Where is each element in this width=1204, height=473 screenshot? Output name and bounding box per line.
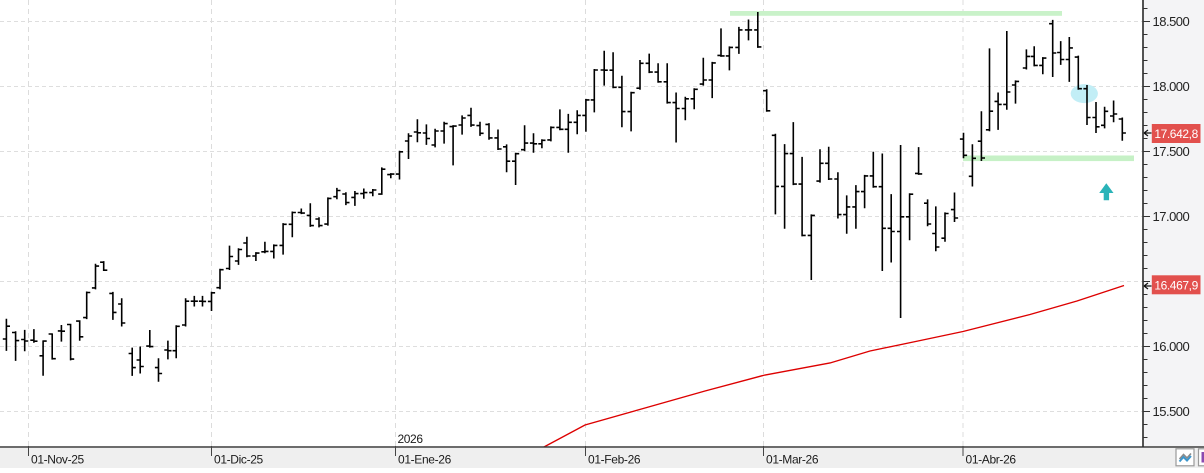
svg-text:16.467,9: 16.467,9 bbox=[1154, 278, 1198, 292]
svg-text:2026: 2026 bbox=[398, 432, 424, 446]
svg-text:01-Nov-25: 01-Nov-25 bbox=[31, 452, 85, 466]
svg-text:16.000: 16.000 bbox=[1153, 339, 1190, 354]
svg-text:18.000: 18.000 bbox=[1153, 79, 1190, 94]
svg-text:18.500: 18.500 bbox=[1153, 14, 1190, 29]
svg-text:01-Mar-26: 01-Mar-26 bbox=[766, 452, 819, 466]
svg-text:01-Abr-26: 01-Abr-26 bbox=[966, 452, 1017, 466]
svg-text:17.500: 17.500 bbox=[1153, 144, 1190, 159]
svg-text:15.500: 15.500 bbox=[1153, 404, 1190, 419]
svg-text:01-Ene-26: 01-Ene-26 bbox=[398, 452, 452, 466]
svg-text:17.642,8: 17.642,8 bbox=[1154, 127, 1198, 141]
svg-text:01-Feb-26: 01-Feb-26 bbox=[588, 452, 641, 466]
svg-text:17.000: 17.000 bbox=[1153, 209, 1190, 224]
svg-text:01-Dic-25: 01-Dic-25 bbox=[214, 452, 264, 466]
